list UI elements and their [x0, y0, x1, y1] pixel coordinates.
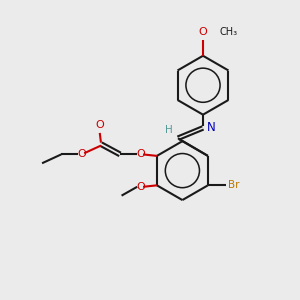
Text: O: O — [136, 149, 145, 159]
Text: H: H — [165, 125, 173, 135]
Text: O: O — [136, 182, 145, 192]
Text: O: O — [95, 120, 104, 130]
Text: CH₃: CH₃ — [219, 27, 237, 37]
Text: N: N — [206, 122, 215, 134]
Text: Br: Br — [229, 180, 240, 190]
Text: O: O — [77, 149, 86, 159]
Text: O: O — [199, 27, 207, 37]
